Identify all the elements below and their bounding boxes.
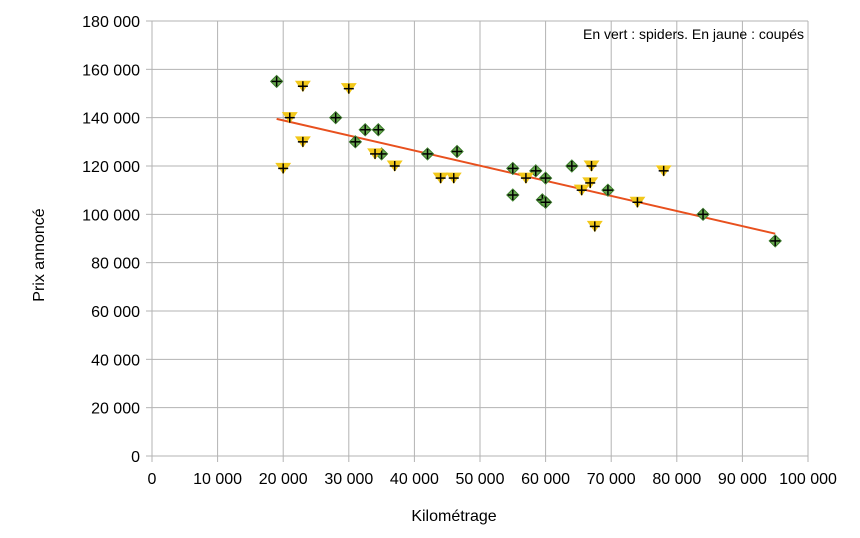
spider-point [565, 159, 579, 173]
coupe-point [386, 160, 403, 172]
spider-point [506, 188, 520, 202]
spider-point [696, 207, 710, 222]
spider-point [768, 234, 782, 248]
spider-point [538, 171, 553, 185]
spider-point [601, 183, 615, 197]
x-tick-label: 90 000 [718, 471, 767, 488]
coupe-point [340, 83, 357, 95]
x-tick-label: 10 000 [193, 471, 242, 488]
y-tick-label: 180 000 [82, 14, 140, 31]
y-tick-label: 120 000 [82, 159, 140, 176]
coupe-point [582, 177, 599, 189]
y-axis-ticks: 0 20 000 40 000 60 000 80 000 100 000 120 000 1… [82, 14, 152, 466]
x-tick-label: 80 000 [652, 471, 701, 488]
x-tick-label: 30 000 [324, 471, 373, 488]
coupe-point [367, 148, 384, 160]
spider-point [358, 123, 372, 137]
x-tick-label: 70 000 [587, 471, 636, 488]
data-points [269, 74, 782, 248]
coupe-point [629, 196, 646, 209]
y-tick-label: 20 000 [91, 401, 140, 418]
y-tick-label: 0 [131, 449, 140, 466]
spider-point [420, 147, 435, 161]
y-tick-label: 140 000 [82, 111, 140, 128]
x-tick-label: 100 000 [779, 471, 837, 488]
coupe-point [275, 162, 292, 175]
coupe-point [432, 172, 449, 184]
coupe-point [445, 172, 462, 184]
spider-point [348, 135, 363, 149]
y-tick-label: 160 000 [82, 62, 140, 79]
legend-annotation: En vert : spiders. En jaune : coupés [583, 26, 804, 42]
x-axis-title: Kilométrage [411, 508, 496, 525]
coupe-point [517, 172, 534, 184]
coupe-point [294, 80, 311, 93]
x-tick-label: 0 [148, 471, 157, 488]
y-tick-label: 60 000 [91, 304, 140, 321]
x-axis-ticks: 0 10 000 20 000 30 000 40 000 50 000 60 000 70 … [148, 456, 837, 488]
spider-point [269, 74, 284, 89]
coupe-point [586, 220, 603, 233]
coupe-point [294, 136, 311, 148]
coupe-point [573, 184, 590, 197]
coupe-point [655, 165, 672, 177]
x-tick-label: 60 000 [521, 471, 570, 488]
y-tick-label: 100 000 [82, 207, 140, 224]
y-tick-label: 80 000 [91, 256, 140, 273]
coupe-point [583, 160, 600, 172]
x-tick-label: 40 000 [390, 471, 439, 488]
spider-point [328, 110, 343, 125]
x-tick-label: 20 000 [259, 471, 308, 488]
coupe-point [281, 112, 298, 124]
spider-point [506, 161, 520, 176]
spider-point [371, 123, 386, 137]
spider-point [538, 195, 553, 209]
spider-point [450, 144, 464, 159]
y-axis-title: Prix annoncé [31, 208, 48, 301]
x-tick-label: 50 000 [456, 471, 505, 488]
grid-lines [151, 20, 809, 457]
y-tick-label: 40 000 [91, 352, 140, 369]
